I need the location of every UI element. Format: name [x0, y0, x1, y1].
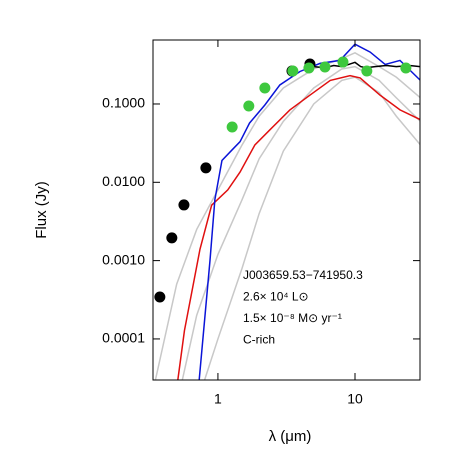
- y-tick-label: 0.0100: [102, 173, 145, 189]
- data-point: [287, 65, 299, 77]
- annotation: C-rich: [243, 333, 275, 347]
- series-line: [313, 61, 420, 69]
- series-line: [181, 65, 420, 380]
- data-point: [361, 65, 373, 77]
- x-tick-label: 1: [214, 391, 222, 407]
- annotation: J003659.53−741950.3: [243, 268, 363, 282]
- data-point: [400, 62, 412, 74]
- series-line: [177, 74, 420, 380]
- data-point: [259, 82, 271, 94]
- annotation: 1.5× 10⁻⁸ M⊙ yr⁻¹: [243, 311, 342, 325]
- annotation: 2.6× 10⁴ L⊙: [243, 290, 309, 304]
- data-point: [178, 199, 190, 211]
- y-tick-label: 0.1000: [102, 95, 145, 111]
- y-axis-label: Flux (Jy): [33, 181, 50, 239]
- data-point: [226, 121, 238, 133]
- series-line: [203, 76, 420, 380]
- series-line: [198, 43, 420, 380]
- data-point: [200, 162, 212, 174]
- data-point: [303, 62, 315, 74]
- data-point: [337, 56, 349, 68]
- data-point: [154, 291, 166, 303]
- data-point: [319, 61, 331, 73]
- y-tick-label: 0.0001: [102, 330, 145, 346]
- plot-area: [154, 43, 420, 380]
- y-tick-label: 0.0010: [102, 251, 145, 267]
- x-tick-label: 10: [347, 391, 363, 407]
- x-axis-label: λ (μm): [269, 428, 312, 445]
- data-point: [166, 232, 178, 244]
- series-line: [154, 51, 420, 380]
- data-point: [243, 100, 255, 112]
- plot-frame: [152, 39, 421, 381]
